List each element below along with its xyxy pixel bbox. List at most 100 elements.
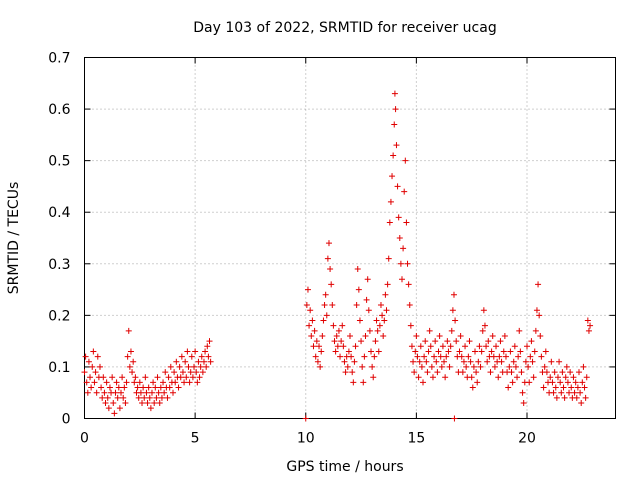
data-point — [333, 332, 340, 339]
x-axis-label: GPS time / hours — [286, 459, 403, 475]
data-point — [207, 358, 214, 365]
data-point — [487, 369, 494, 376]
data-point — [542, 348, 549, 355]
data-point — [316, 343, 323, 350]
data-point — [302, 415, 309, 422]
data-point — [520, 400, 527, 407]
data-point — [131, 379, 138, 386]
data-point — [355, 286, 362, 293]
data-point — [550, 389, 557, 396]
data-point — [93, 389, 100, 396]
data-point — [581, 384, 588, 391]
data-point — [449, 307, 456, 314]
data-point — [339, 322, 346, 329]
data-point — [317, 363, 324, 370]
data-point — [173, 358, 180, 365]
data-point — [134, 384, 141, 391]
data-point — [423, 358, 430, 365]
data-point — [533, 307, 540, 314]
data-point — [530, 374, 537, 381]
data-point — [362, 332, 369, 339]
data-point — [575, 369, 582, 376]
data-point — [424, 369, 431, 376]
data-point — [512, 363, 519, 370]
data-point — [118, 389, 125, 396]
data-point — [377, 302, 384, 309]
data-point — [406, 302, 413, 309]
data-point — [408, 343, 415, 350]
data-point — [312, 353, 319, 360]
data-point — [98, 384, 105, 391]
data-point — [497, 338, 504, 345]
data-point — [123, 379, 130, 386]
data-point — [360, 379, 367, 386]
data-point — [485, 338, 492, 345]
data-point — [176, 363, 183, 370]
data-point — [529, 358, 536, 365]
data-point — [469, 384, 476, 391]
data-point — [88, 384, 95, 391]
data-point — [347, 332, 353, 339]
data-point — [477, 363, 484, 370]
data-point — [498, 358, 505, 365]
data-point — [82, 353, 89, 360]
data-point — [505, 384, 512, 391]
data-point — [85, 358, 92, 365]
data-point — [181, 379, 188, 386]
data-point — [416, 358, 423, 365]
data-point — [400, 245, 407, 252]
data-point — [453, 338, 460, 345]
data-point — [309, 317, 316, 324]
data-point — [437, 353, 444, 360]
y-tick-label: 0.1 — [48, 360, 70, 376]
data-point — [431, 353, 438, 360]
data-point — [154, 374, 161, 381]
data-point — [463, 363, 470, 370]
data-point — [490, 353, 497, 360]
data-point — [122, 400, 129, 407]
data-point — [556, 358, 563, 365]
data-point — [368, 348, 375, 355]
data-point — [161, 389, 168, 396]
data-point — [322, 291, 329, 298]
data-point — [321, 302, 328, 309]
data-point — [374, 327, 381, 334]
data-point — [412, 348, 419, 355]
data-point — [125, 327, 132, 334]
data-point — [516, 327, 523, 334]
data-point — [202, 348, 209, 355]
data-point — [101, 389, 108, 396]
data-point — [483, 343, 490, 350]
data-point — [538, 353, 545, 360]
data-point — [120, 394, 127, 401]
data-point — [139, 400, 146, 407]
data-point — [330, 322, 337, 329]
data-point — [114, 394, 121, 401]
data-point — [160, 379, 167, 386]
data-point — [162, 369, 169, 376]
data-point — [183, 374, 190, 381]
data-point — [547, 374, 554, 381]
data-point — [445, 348, 452, 355]
data-point — [195, 358, 202, 365]
data-point — [145, 384, 152, 391]
data-point — [508, 369, 515, 376]
data-point — [540, 384, 547, 391]
x-tick-label: 15 — [407, 431, 425, 447]
data-point — [392, 106, 399, 113]
data-point — [574, 384, 581, 391]
data-point — [462, 343, 469, 350]
data-point — [519, 389, 526, 396]
data-point — [566, 389, 573, 396]
data-point — [460, 358, 467, 365]
data-point — [444, 338, 451, 345]
data-point — [473, 369, 480, 376]
data-point — [522, 358, 529, 365]
data-point — [140, 384, 147, 391]
data-point — [156, 400, 163, 407]
data-point — [493, 343, 500, 350]
data-point — [146, 394, 153, 401]
data-point — [185, 363, 192, 370]
data-point — [153, 394, 160, 401]
data-point — [389, 173, 396, 180]
